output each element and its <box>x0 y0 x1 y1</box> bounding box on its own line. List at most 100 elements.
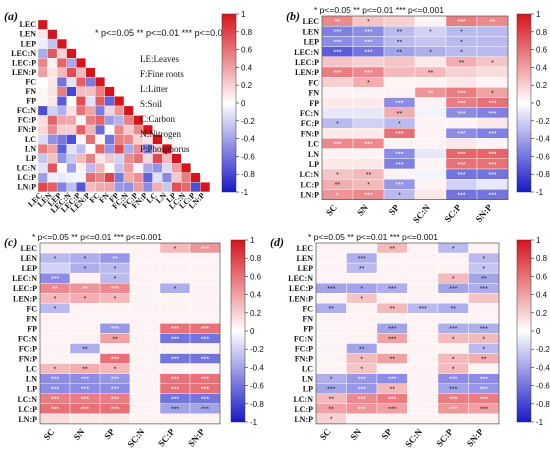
colorbar <box>221 13 237 193</box>
significance-mark: *** <box>449 387 457 394</box>
significance-mark: *** <box>364 192 372 199</box>
heatmap-cell <box>152 153 163 164</box>
heatmap-cell <box>39 313 71 324</box>
heatmap-cell <box>66 172 77 183</box>
significance-mark: ** <box>481 276 487 283</box>
colorbar-tick-label: 1 <box>250 236 255 245</box>
significance-mark: * <box>336 192 339 199</box>
significance-mark: ** <box>329 306 335 313</box>
heatmap-cell <box>76 86 86 97</box>
significance-mark: *** <box>201 387 209 394</box>
heatmap-cell <box>85 96 96 107</box>
heatmap-cell <box>56 48 67 59</box>
panel-d: (d) LEC ** *LEN *** *LEP ** *LEC:N * **LEC:P *** * *… <box>270 232 550 449</box>
significance-mark: *** <box>111 326 119 333</box>
significance-mark: * <box>174 246 177 253</box>
heatmap-cell <box>99 413 131 425</box>
significance-mark: *** <box>388 407 396 414</box>
significance-mark: *** <box>358 407 366 414</box>
heatmap-cell <box>37 134 48 145</box>
heatmap-cell <box>114 124 125 135</box>
heatmap-cell <box>56 86 67 97</box>
heatmap-cell <box>407 333 439 344</box>
heatmap-cell <box>47 67 58 78</box>
significance-mark: *** <box>457 152 465 159</box>
significance-mark: ** <box>82 366 88 373</box>
heatmap-cell <box>37 38 48 49</box>
heatmap-cell <box>95 96 106 107</box>
heatmap-cell <box>114 163 125 173</box>
heatmap-cell <box>37 86 48 97</box>
significance-mark: *** <box>419 306 427 313</box>
heatmap-cell <box>129 343 161 354</box>
row-label: LP <box>27 385 37 394</box>
heatmap-cell <box>129 403 161 415</box>
heatmap-cell <box>66 77 77 88</box>
significance-mark: * <box>360 286 363 293</box>
row-label: FC <box>302 304 313 313</box>
heatmap-cell <box>468 293 500 304</box>
row-label: LEN:P <box>12 68 36 77</box>
abbreviation-text: S:Soil <box>140 99 163 109</box>
heatmap-cell <box>321 76 354 88</box>
heatmap-cell <box>445 178 478 190</box>
significance-mark: ** <box>329 397 335 404</box>
heatmap-cell <box>85 163 96 173</box>
heatmap-cell <box>47 153 58 164</box>
heatmap-cell <box>414 36 447 47</box>
heatmap-cell <box>66 58 77 68</box>
significance-mark: * <box>452 246 455 253</box>
heatmap-cell <box>69 242 101 254</box>
row-label: LEC:N <box>288 274 313 283</box>
row-label: LEN <box>20 30 37 39</box>
significance-mark: * <box>429 29 432 36</box>
row-label: FN:P <box>295 355 313 364</box>
heatmap-cell <box>159 363 191 374</box>
colorbar-tick-label: 0.2 <box>241 81 253 90</box>
heatmap-cell <box>47 38 58 49</box>
heatmap-cell <box>437 343 469 354</box>
heatmap-cell <box>56 172 67 183</box>
colorbar-tick-label: 0 <box>250 327 255 336</box>
heatmap-cell <box>407 272 439 284</box>
heatmap-cell <box>414 178 447 190</box>
row-label: FC:N <box>18 334 37 343</box>
heatmap-cell <box>66 96 77 107</box>
significance-mark: ** <box>428 90 434 97</box>
heatmap-cell <box>37 124 48 135</box>
heatmap-cell <box>95 105 106 116</box>
heatmap-cell <box>99 242 131 254</box>
heatmap-cell <box>47 86 58 97</box>
heatmap-cell <box>37 29 48 40</box>
heatmap-cell <box>346 323 378 334</box>
significance-mark: *** <box>111 397 119 404</box>
significance-mark: *** <box>81 387 89 394</box>
heatmap-cell <box>152 182 163 193</box>
significance-mark: *** <box>480 286 488 293</box>
row-label: LEC:N <box>11 49 36 58</box>
significance-legend: * p<=0.05 ** p<=0.01 *** p<=0.001 <box>32 232 162 242</box>
heatmap-cell <box>66 163 77 173</box>
heatmap-cell <box>37 67 48 78</box>
column-label: SP <box>379 426 394 441</box>
heatmap-cell <box>129 262 161 274</box>
heatmap-cell <box>407 393 439 405</box>
panel-label: (d) <box>270 235 284 249</box>
heatmap-cell <box>104 86 115 97</box>
heatmap-cell <box>346 303 378 314</box>
heatmap-cell <box>129 333 161 344</box>
heatmap-cell <box>39 262 71 274</box>
heatmap-cell <box>47 77 58 88</box>
row-label: LC:P <box>300 180 319 189</box>
row-label: LC <box>25 135 36 144</box>
heatmap-cell <box>315 272 347 284</box>
significance-mark: * <box>114 366 117 373</box>
heatmap-cell <box>159 313 191 324</box>
heatmap-cell <box>114 172 125 183</box>
heatmap-cell <box>69 303 101 314</box>
heatmap-cell <box>189 252 221 264</box>
row-label: LN:P <box>17 183 36 192</box>
heatmap-cell <box>76 77 86 88</box>
colorbar-tick-label: 0.8 <box>241 28 253 37</box>
significance-mark: * <box>54 366 57 373</box>
